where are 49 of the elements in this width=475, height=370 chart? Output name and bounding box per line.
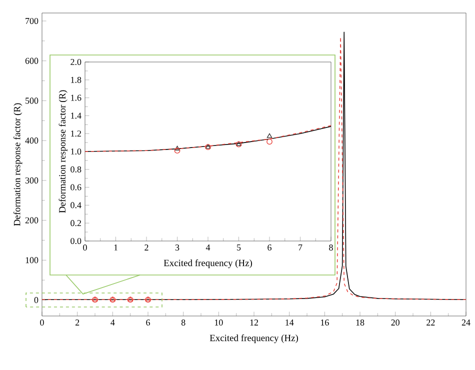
point bbox=[174, 148, 180, 154]
x-tick-label: 4 bbox=[110, 320, 115, 326]
y-tick-label: 700 bbox=[26, 18, 38, 24]
y-tick-label: 1.4 bbox=[71, 112, 82, 119]
x-tick-label: 7 bbox=[298, 244, 302, 250]
y-tick-label: 1.0 bbox=[71, 148, 82, 155]
y-tick-label: 1.2 bbox=[71, 130, 81, 137]
y-tick-label: 600 bbox=[25, 58, 38, 64]
x-axis-title: Excited frequency (Hz) bbox=[164, 259, 252, 268]
x-tick-label: 12 bbox=[250, 320, 258, 326]
x-tick-label: 0 bbox=[83, 244, 87, 251]
x-tick-label: 16 bbox=[320, 320, 329, 326]
point bbox=[174, 146, 180, 150]
x-tick-label: 5 bbox=[237, 244, 241, 250]
y-tick-label: 100 bbox=[26, 257, 38, 264]
x-tick-label: 14 bbox=[286, 320, 294, 326]
x-tick-label: 20 bbox=[391, 320, 400, 326]
y-tick-label: 0.6 bbox=[70, 184, 82, 190]
y-tick-label: 0.8 bbox=[70, 166, 82, 172]
x-tick-label: 2 bbox=[144, 244, 148, 250]
y-tick-label: 300 bbox=[25, 177, 38, 184]
point bbox=[266, 138, 272, 145]
y-tick-label: 0.4 bbox=[70, 202, 82, 208]
y-axis-title: Deformation response factor (R) bbox=[58, 90, 68, 213]
x-tick-label: 24 bbox=[462, 320, 470, 326]
x-tick-label: 0 bbox=[40, 320, 44, 326]
y-tick-label: 2.0 bbox=[70, 58, 82, 66]
x-tick-label: 18 bbox=[356, 320, 364, 326]
x-tick-label: 6 bbox=[268, 244, 272, 251]
x-tick-label: 8 bbox=[181, 320, 186, 326]
point bbox=[266, 133, 272, 138]
y-tick-label: 400 bbox=[25, 138, 38, 144]
y-tick-label: 1.6 bbox=[71, 94, 82, 101]
y-axis-title: Deformation response factor (R) bbox=[13, 103, 22, 226]
x-tick-label: 22 bbox=[426, 320, 435, 326]
y-tick-label: 200 bbox=[25, 217, 38, 224]
y-tick-label: 0.0 bbox=[70, 238, 82, 244]
x-tick-label: 4 bbox=[206, 244, 210, 250]
x-tick-label: 10 bbox=[214, 320, 223, 326]
x-tick-label: 2 bbox=[75, 320, 80, 326]
y-tick-label: 1.8 bbox=[71, 76, 82, 83]
x-axis-title: Excited frequency (Hz) bbox=[210, 334, 298, 344]
x-tick-label: 3 bbox=[175, 244, 180, 251]
x-tick-label: 6 bbox=[146, 320, 150, 326]
x-tick-label: 1 bbox=[114, 244, 118, 250]
y-tick-label: 500 bbox=[26, 98, 38, 104]
x-tick-label: 8 bbox=[329, 244, 333, 251]
y-tick-label: 0 bbox=[34, 297, 38, 304]
y-tick-label: 0.2 bbox=[70, 220, 81, 226]
